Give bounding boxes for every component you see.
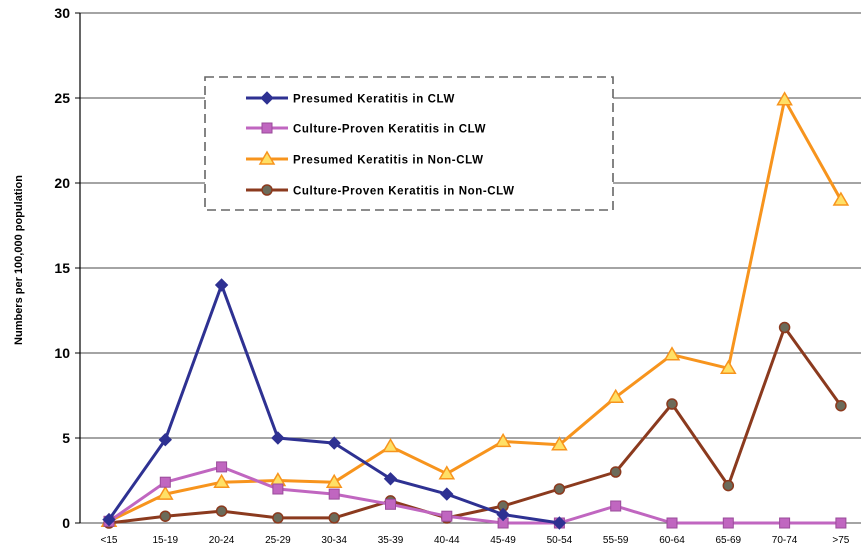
data-point-marker bbox=[722, 517, 734, 529]
data-point-marker bbox=[440, 487, 454, 501]
x-tick-label: 55-59 bbox=[603, 535, 629, 546]
data-point-marker bbox=[156, 485, 174, 500]
data-point-marker bbox=[216, 461, 228, 473]
y-tick-label: 30 bbox=[54, 5, 70, 21]
data-point-marker bbox=[159, 510, 172, 522]
y-tick-label: 25 bbox=[54, 90, 70, 106]
data-point-marker bbox=[260, 91, 274, 105]
series-line bbox=[108, 326, 843, 525]
legend-label: Presumed Keratitis in Non-CLW bbox=[293, 155, 484, 167]
data-point-marker bbox=[835, 517, 847, 529]
data-point-marker bbox=[666, 398, 678, 410]
legend-label: Culture-Proven Keratitis in Non-CLW bbox=[293, 186, 515, 198]
series-layer bbox=[100, 91, 850, 530]
data-point-marker bbox=[494, 432, 512, 448]
y-tick-label: 10 bbox=[54, 345, 70, 361]
x-tick-label: 60-64 bbox=[659, 535, 685, 546]
data-point-marker bbox=[214, 278, 229, 292]
x-tick-label: <15 bbox=[101, 535, 118, 546]
y-axis-label: Numbers per 100,000 population bbox=[13, 175, 25, 345]
data-point-marker bbox=[551, 436, 568, 451]
data-point-marker bbox=[719, 359, 737, 375]
series-line bbox=[108, 465, 841, 525]
data-point-marker bbox=[776, 91, 793, 106]
data-point-marker bbox=[258, 150, 276, 165]
y-axis: 0 5 10 15 20 25 30 bbox=[54, 5, 81, 531]
legend-label: Culture-Proven Keratitis in CLW bbox=[293, 124, 486, 136]
x-tick-label: 40-44 bbox=[434, 535, 460, 546]
data-point-marker bbox=[610, 500, 622, 512]
x-tick-label: 30-34 bbox=[321, 535, 347, 546]
data-point-marker bbox=[328, 512, 340, 524]
x-axis: <15 15-19 20-24 25-29 30-34 35-39 40-44 45-49 50… bbox=[101, 535, 850, 546]
y-tick-label: 20 bbox=[54, 175, 70, 191]
data-point-marker bbox=[383, 472, 398, 486]
data-point-marker bbox=[441, 510, 453, 522]
data-point-marker bbox=[496, 507, 510, 522]
y-tick-label: 5 bbox=[62, 430, 70, 446]
data-point-marker bbox=[663, 346, 681, 361]
data-point-marker bbox=[159, 476, 171, 488]
legend: Presumed Keratitis in CLW Culture-Proven … bbox=[204, 76, 614, 211]
data-point-marker bbox=[666, 517, 678, 529]
data-point-marker bbox=[272, 483, 284, 495]
data-point-marker bbox=[722, 479, 735, 492]
data-point-marker bbox=[213, 473, 230, 488]
x-tick-label: 50-54 bbox=[547, 535, 573, 546]
data-point-marker bbox=[385, 498, 396, 510]
data-point-marker bbox=[835, 399, 847, 412]
y-tick-label: 15 bbox=[54, 260, 70, 276]
x-tick-label: 25-29 bbox=[265, 535, 291, 546]
data-point-marker bbox=[261, 122, 273, 134]
data-point-marker bbox=[261, 184, 273, 196]
data-point-marker bbox=[102, 512, 116, 527]
x-tick-label: 70-74 bbox=[772, 535, 798, 546]
data-point-marker bbox=[325, 473, 343, 488]
x-tick-label: 20-24 bbox=[209, 535, 235, 546]
data-point-marker bbox=[778, 321, 791, 334]
data-point-marker bbox=[779, 517, 791, 529]
data-point-marker bbox=[158, 432, 173, 447]
x-tick-label: 65-69 bbox=[716, 535, 742, 546]
data-point-marker bbox=[271, 431, 285, 445]
x-tick-label: 15-19 bbox=[153, 535, 179, 546]
series-diamond bbox=[102, 278, 567, 530]
data-point-marker bbox=[553, 483, 566, 495]
data-point-marker bbox=[607, 388, 625, 403]
data-point-marker bbox=[382, 438, 399, 453]
legend-label: Presumed Keratitis in CLW bbox=[293, 94, 455, 106]
data-point-marker bbox=[438, 465, 456, 480]
data-point-marker bbox=[609, 466, 622, 478]
data-point-marker bbox=[327, 436, 341, 450]
x-tick-label: >75 bbox=[832, 535, 849, 546]
series-triangle bbox=[100, 91, 850, 528]
data-point-marker bbox=[272, 512, 284, 524]
x-tick-label: 35-39 bbox=[378, 535, 404, 546]
data-point-marker bbox=[328, 488, 340, 500]
data-point-marker bbox=[215, 505, 228, 517]
series-line bbox=[108, 98, 843, 523]
y-tick-label: 0 bbox=[62, 515, 70, 531]
data-point-marker bbox=[552, 516, 567, 530]
x-tick-label: 45-49 bbox=[490, 535, 516, 546]
data-point-marker bbox=[832, 191, 850, 206]
